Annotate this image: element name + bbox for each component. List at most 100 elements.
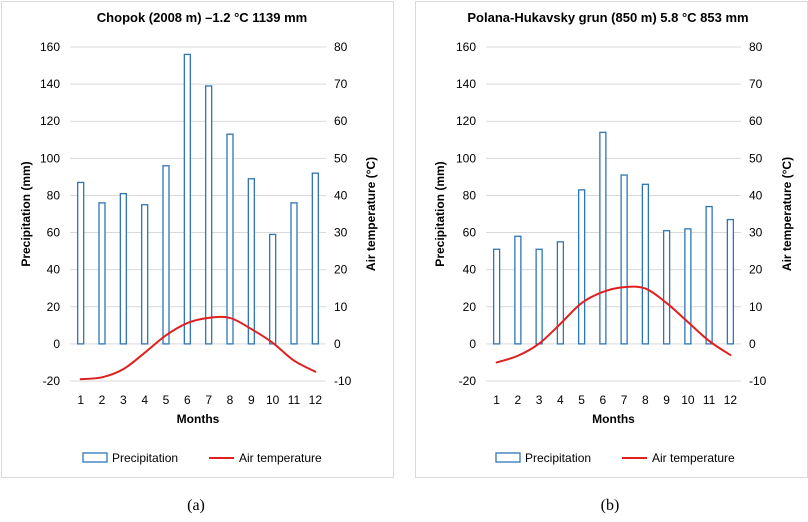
y-tick-label: 140 bbox=[456, 77, 476, 91]
y-tick-label: 100 bbox=[456, 151, 476, 165]
chart-panel-a: Chopok (2008 m) –1.2 °C 1139 mm-20020406… bbox=[1, 1, 394, 478]
y2-tick-label: 30 bbox=[334, 226, 348, 240]
y-tick-label: 0 bbox=[53, 337, 60, 351]
x-tick-label: 8 bbox=[642, 393, 649, 407]
legend-precipitation-label: Precipitation bbox=[112, 451, 178, 465]
precipitation-bar bbox=[684, 228, 692, 345]
y-tick-label: 120 bbox=[40, 114, 60, 128]
precipitation-bar bbox=[183, 53, 191, 345]
precipitation-bar bbox=[514, 235, 522, 345]
y2-tick-label: 40 bbox=[749, 188, 763, 202]
x-tick-label: 7 bbox=[205, 393, 212, 407]
y-axis-label: Precipitation (mm) bbox=[433, 161, 447, 266]
precipitation-bar bbox=[119, 192, 127, 345]
y2-tick-label: 50 bbox=[334, 151, 348, 165]
precipitation-bar bbox=[641, 183, 650, 345]
y2-tick-label: 60 bbox=[334, 114, 348, 128]
x-tick-label: 5 bbox=[163, 393, 170, 407]
x-tick-label: 11 bbox=[703, 393, 716, 407]
y2-tick-label: 40 bbox=[334, 188, 348, 202]
precipitation-bar bbox=[577, 189, 586, 345]
y2-tick-label: 30 bbox=[749, 226, 763, 240]
precipitation-bar bbox=[492, 248, 501, 345]
x-tick-label: 2 bbox=[99, 393, 106, 407]
precipitation-bar bbox=[162, 165, 170, 345]
x-tick-label: 3 bbox=[120, 393, 127, 407]
x-tick-label: 10 bbox=[681, 393, 695, 407]
precipitation-bar bbox=[226, 133, 234, 345]
x-tick-label: 8 bbox=[227, 393, 234, 407]
legend-precipitation-swatch bbox=[82, 452, 108, 463]
precipitation-bar bbox=[726, 218, 735, 345]
y-tick-label: 20 bbox=[47, 300, 61, 314]
panel-caption-a: (a) bbox=[187, 497, 205, 514]
precipitation-bar bbox=[311, 172, 319, 345]
y-tick-label: 40 bbox=[463, 263, 477, 277]
precipitation-bar bbox=[290, 202, 298, 345]
y2-axis-label: Air temperature (°C) bbox=[364, 157, 378, 271]
y2-tick-label: 70 bbox=[749, 77, 763, 91]
legend-precipitation-label: Precipitation bbox=[525, 451, 591, 465]
y-tick-label: 60 bbox=[47, 226, 61, 240]
chart-panel-b: Polana-Hukavsky grun (850 m) 5.8 °C 853 … bbox=[415, 1, 808, 478]
y-tick-label: 100 bbox=[40, 151, 60, 165]
y-tick-label: 0 bbox=[469, 337, 476, 351]
x-tick-label: 5 bbox=[578, 393, 585, 407]
y2-tick-label: 60 bbox=[749, 114, 763, 128]
y2-tick-label: 20 bbox=[749, 263, 763, 277]
x-tick-label: 9 bbox=[663, 393, 670, 407]
x-tick-label: 6 bbox=[600, 393, 607, 407]
y2-tick-label: 80 bbox=[749, 40, 763, 54]
y2-tick-label: 80 bbox=[334, 40, 348, 54]
legend-temperature-label: Air temperature bbox=[652, 451, 735, 465]
legend-precipitation-swatch bbox=[495, 452, 521, 463]
x-tick-label: 1 bbox=[493, 393, 500, 407]
y2-tick-label: 0 bbox=[749, 337, 756, 351]
precipitation-bar bbox=[77, 181, 85, 345]
y2-tick-label: -10 bbox=[334, 374, 352, 388]
y-tick-label: -20 bbox=[43, 374, 61, 388]
y2-tick-label: 50 bbox=[749, 151, 763, 165]
precipitation-bar bbox=[269, 233, 277, 345]
y-tick-label: 140 bbox=[40, 77, 60, 91]
y2-axis-label: Air temperature (°C) bbox=[780, 157, 794, 271]
x-tick-label: 4 bbox=[141, 393, 148, 407]
y2-tick-label: -10 bbox=[749, 374, 767, 388]
x-axis-label: Months bbox=[177, 412, 220, 426]
y2-tick-label: 0 bbox=[334, 337, 341, 351]
x-tick-label: 3 bbox=[536, 393, 543, 407]
y-tick-label: 40 bbox=[47, 263, 61, 277]
x-tick-label: 9 bbox=[248, 393, 255, 407]
precipitation-bar bbox=[662, 230, 671, 345]
legend-temperature-label: Air temperature bbox=[239, 451, 322, 465]
precipitation-bar bbox=[599, 131, 607, 345]
precipitation-bar bbox=[205, 85, 213, 345]
precipitation-bar bbox=[556, 241, 565, 345]
air-temperature-line bbox=[495, 285, 732, 364]
x-axis-label: Months bbox=[592, 412, 635, 426]
panel-caption-b: (b) bbox=[601, 497, 620, 514]
y-tick-label: 60 bbox=[463, 226, 477, 240]
x-tick-label: 2 bbox=[515, 393, 522, 407]
x-tick-label: 7 bbox=[621, 393, 628, 407]
chart-title: Chopok (2008 m) –1.2 °C 1139 mm bbox=[97, 10, 307, 25]
precipitation-bar bbox=[620, 174, 628, 345]
y-axis-label: Precipitation (mm) bbox=[19, 161, 33, 266]
x-tick-label: 1 bbox=[77, 393, 84, 407]
precipitation-bar bbox=[247, 178, 255, 345]
x-tick-label: 4 bbox=[557, 393, 564, 407]
x-tick-label: 6 bbox=[184, 393, 191, 407]
y2-tick-label: 10 bbox=[749, 300, 763, 314]
y2-tick-label: 10 bbox=[334, 300, 348, 314]
precipitation-bar bbox=[535, 248, 543, 345]
chart-title: Polana-Hukavsky grun (850 m) 5.8 °C 853 … bbox=[467, 10, 748, 25]
y-tick-label: -20 bbox=[459, 374, 477, 388]
y-tick-label: 160 bbox=[40, 40, 60, 54]
x-tick-label: 12 bbox=[724, 393, 738, 407]
y2-tick-label: 20 bbox=[334, 263, 348, 277]
y-tick-label: 80 bbox=[463, 188, 477, 202]
x-tick-label: 10 bbox=[266, 393, 280, 407]
x-tick-label: 11 bbox=[288, 393, 301, 407]
y-tick-label: 80 bbox=[47, 188, 61, 202]
y-tick-label: 120 bbox=[456, 114, 476, 128]
